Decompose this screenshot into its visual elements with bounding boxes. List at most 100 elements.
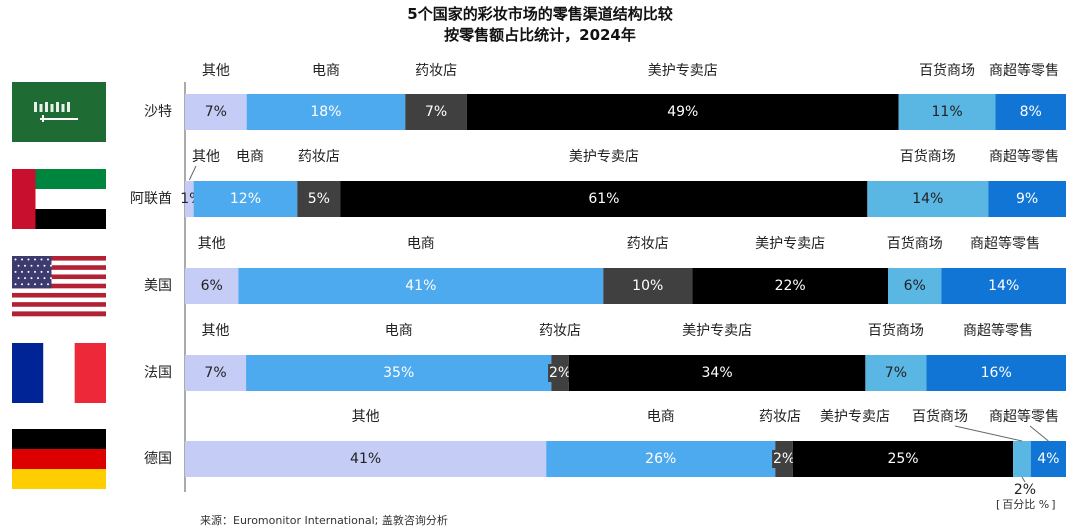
flag-us-stripe <box>12 297 106 303</box>
segment-name-label: 药妆店 <box>627 236 669 252</box>
flag-us-stripe <box>12 265 106 271</box>
value-label: 7% <box>885 365 907 381</box>
country-label-saudi-arabia: 沙特 <box>144 104 172 120</box>
segment-name-label: 电商 <box>385 323 413 339</box>
flag-us-canton <box>12 256 52 289</box>
flag-sa-script <box>34 102 37 112</box>
flag-us-star <box>50 264 52 267</box>
value-label: 7% <box>204 365 226 381</box>
value-label: 41% <box>405 278 436 294</box>
bar-segment-france-3 <box>568 355 866 391</box>
bar-segment-uae-1 <box>193 181 298 217</box>
segment-name-label: 美护专卖店 <box>648 63 718 79</box>
flag-us-stripe <box>12 274 106 280</box>
value-label: 49% <box>667 104 698 120</box>
bar-segment-germany-0 <box>185 441 547 477</box>
flag-us-stripe <box>12 311 106 317</box>
label-leader-line <box>1029 425 1049 442</box>
flag-us-star <box>43 277 46 280</box>
bar-segment-uae-3 <box>340 181 868 217</box>
flag-us-stripe <box>12 256 106 261</box>
value-label: 26% <box>645 451 676 467</box>
bar-segment-usa-0 <box>185 268 239 304</box>
flag-us-star <box>37 264 39 267</box>
bar-segment-saudi-arabia-5 <box>995 94 1066 130</box>
value-label: 2% <box>549 365 571 381</box>
bar-segment-saudi-arabia-4 <box>898 94 996 130</box>
flag-de-black <box>12 429 106 449</box>
value-label: 6% <box>904 278 926 294</box>
flag-us-stripe <box>12 283 106 289</box>
value-label: 8% <box>1020 104 1042 120</box>
flag-us-stripe <box>12 292 106 298</box>
flag-us-star <box>21 283 23 286</box>
flag-sa-hilt <box>42 115 44 122</box>
flag-us-star <box>47 270 49 273</box>
flag-us-star <box>21 270 23 273</box>
bar-segment-germany-1 <box>546 441 776 477</box>
bar-segment-germany-5 <box>1030 441 1066 477</box>
value-label: 25% <box>887 451 918 467</box>
value-label: 5% <box>308 191 330 207</box>
flag-us-star <box>14 283 17 286</box>
flag-us-star <box>50 277 52 280</box>
flag-us-star <box>40 258 43 261</box>
bar-segment-france-0 <box>185 355 247 391</box>
segment-name-label: 商超等零售 <box>989 148 1059 165</box>
segment-name-label: 药妆店 <box>759 409 801 425</box>
value-leader-line <box>1021 476 1026 483</box>
value-label: 14% <box>988 278 1019 294</box>
value-label: 4% <box>1037 451 1059 467</box>
chart-subtitle: 按零售额占比统计，2024年 <box>444 26 636 44</box>
flag-sa-script <box>56 102 59 112</box>
bar-segment-usa-4 <box>888 268 942 304</box>
segment-name-label: 药妆店 <box>298 149 340 165</box>
segment-name-label: 美护专卖店 <box>755 236 825 252</box>
flag-us-star <box>40 270 43 273</box>
segment-name-label: 电商 <box>236 149 264 165</box>
bar-segment-uae-2 <box>297 181 341 217</box>
segment-name-label: 美护专卖店 <box>820 409 890 425</box>
bar-segment-france-4 <box>865 355 927 391</box>
segment-name-label: 百货商场 <box>900 148 956 165</box>
flag-us-star <box>24 277 26 280</box>
flag-us-star <box>34 270 36 273</box>
value-label: 11% <box>932 104 963 120</box>
value-label: 35% <box>383 365 414 381</box>
flag-us-star <box>24 264 26 267</box>
flag-sa-script <box>39 104 43 112</box>
segment-name-label: 商超等零售 <box>970 235 1040 252</box>
flag-us-stripe <box>12 288 106 294</box>
segment-name-label: 商超等零售 <box>989 62 1059 79</box>
bar-segment-france-1 <box>246 355 552 391</box>
flag-us-star <box>40 283 43 286</box>
flag-us-star <box>27 258 30 261</box>
flag-us-star <box>37 277 39 280</box>
flag-sa-script <box>45 102 48 112</box>
country-label-france: 法国 <box>144 365 172 381</box>
bar-segment-france-5 <box>926 355 1066 391</box>
flag-uae-red <box>12 169 36 229</box>
chart-title-block: 5个国家的彩妆市场的零售渠道结构比较 按零售额占比统计，2024年 <box>0 4 1080 46</box>
segment-name-label: 商超等零售 <box>989 408 1059 425</box>
segment-name-label: 其他 <box>202 63 230 79</box>
flag-us-star <box>17 264 20 267</box>
segment-name-label: 百货商场 <box>912 408 968 425</box>
bar-segment-usa-1 <box>238 268 604 304</box>
bar-segment-usa-2 <box>603 268 693 304</box>
value-label: 2% <box>1014 482 1036 498</box>
flag-us-stripe <box>12 279 106 284</box>
flag-de-red <box>12 449 106 469</box>
segment-name-label: 百货商场 <box>868 322 924 339</box>
country-label-uae: 阿联酋 <box>130 190 172 207</box>
flag-us-star <box>34 283 36 286</box>
value-label: 41% <box>350 451 381 467</box>
flag-us-star <box>30 277 33 280</box>
flag-us-stripe <box>12 302 106 308</box>
flag-sa-script <box>61 104 65 112</box>
flag-us-stripe <box>12 260 106 266</box>
value-label-box <box>548 364 573 382</box>
segment-name-label: 电商 <box>647 409 675 425</box>
flag-us-stripe <box>12 269 106 275</box>
